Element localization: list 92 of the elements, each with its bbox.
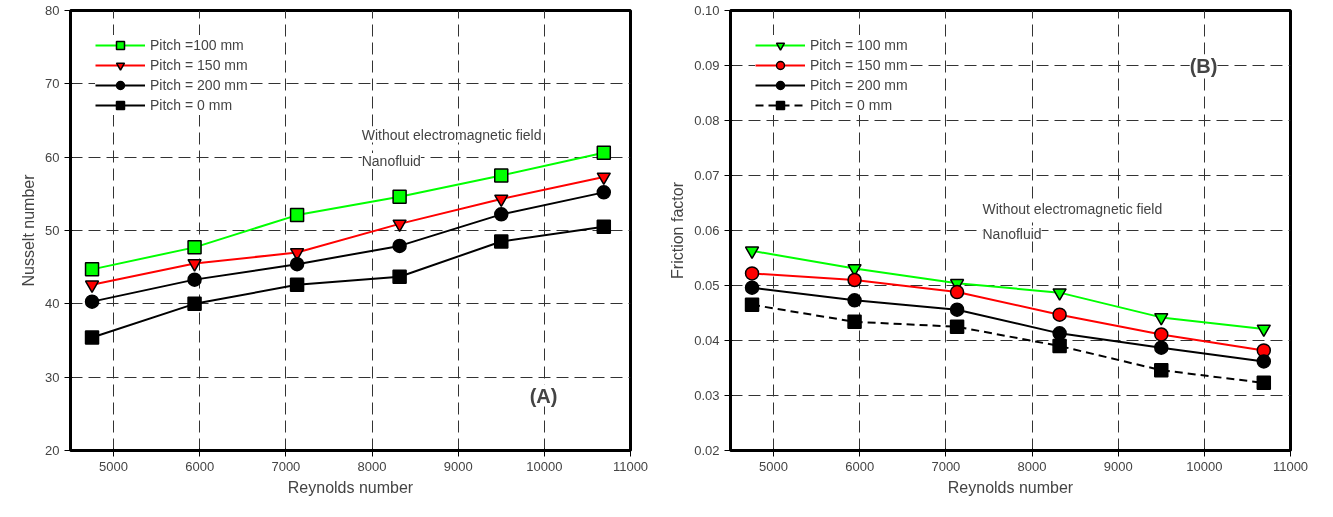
y-tick-label: 0.06 xyxy=(694,223,720,238)
point xyxy=(949,319,965,334)
point xyxy=(289,277,305,293)
point xyxy=(494,234,509,249)
point xyxy=(494,194,509,208)
point xyxy=(1052,307,1067,322)
point xyxy=(847,293,862,308)
x-tick-label: 8000 xyxy=(357,458,387,474)
y-tick-label: 0.03 xyxy=(694,388,720,403)
legend-label: Pitch = 150 mm xyxy=(810,57,908,73)
point xyxy=(84,280,100,294)
point xyxy=(1154,362,1169,378)
point xyxy=(847,314,862,330)
point xyxy=(392,269,407,284)
x-tick-label: 11000 xyxy=(612,458,649,474)
x-tick-label: 6000 xyxy=(845,458,875,474)
point xyxy=(84,294,100,309)
x-tick-label: 5000 xyxy=(759,458,789,474)
annotation: (B) xyxy=(1189,54,1218,77)
x-tick-label: 7000 xyxy=(271,458,301,474)
point xyxy=(392,238,407,254)
legend-label: Pitch = 150 mm xyxy=(150,57,248,73)
y-tick-label: 40 xyxy=(45,296,60,312)
legend-label: Pitch = 100 mm xyxy=(810,37,908,53)
point xyxy=(1256,375,1272,391)
y-tick-label: 0.05 xyxy=(694,278,720,293)
legend-label: Pitch =100 mm xyxy=(150,37,244,53)
legend-label: Pitch = 200 mm xyxy=(150,77,248,93)
point xyxy=(1154,327,1169,342)
point xyxy=(1052,288,1067,301)
point xyxy=(744,280,760,295)
x-tick-label: 7000 xyxy=(931,458,961,474)
legend-label: Pitch = 0 mm xyxy=(810,97,893,113)
x-tick-label: 6000 xyxy=(185,458,215,474)
point xyxy=(187,296,202,312)
point xyxy=(744,297,760,312)
y-axis-title: Friction factor xyxy=(669,181,687,279)
y-tick-label: 80 xyxy=(45,3,60,18)
x-tick-label: 5000 xyxy=(99,458,129,474)
annotation: Nanofluid xyxy=(361,152,421,169)
point xyxy=(187,240,202,255)
y-tick-label: 30 xyxy=(45,369,60,385)
point xyxy=(744,246,760,260)
y-tick-label: 0.10 xyxy=(694,3,720,18)
annotation: Without electromagnetic field xyxy=(361,126,542,143)
x-tick-label: 10000 xyxy=(526,458,563,474)
point xyxy=(1154,340,1169,355)
x-tick-label: 8000 xyxy=(1017,458,1047,474)
point xyxy=(1052,326,1067,341)
point xyxy=(1256,324,1272,338)
point xyxy=(392,189,407,205)
annotation: Nanofluid xyxy=(982,225,1042,242)
point xyxy=(596,185,612,200)
point xyxy=(187,259,202,272)
y-tick-label: 0.02 xyxy=(694,443,720,458)
y-tick-label: 0.09 xyxy=(694,58,720,73)
point xyxy=(494,207,509,222)
y-tick-label: 20 xyxy=(45,443,60,458)
x-tick-label: 11000 xyxy=(1272,458,1309,474)
point xyxy=(1052,338,1067,354)
y-tick-label: 0.07 xyxy=(694,168,720,183)
legend-label: Pitch = 200 mm xyxy=(810,77,908,93)
point xyxy=(744,266,760,281)
x-tick-label: 9000 xyxy=(1103,458,1133,474)
x-axis-title: Reynolds number xyxy=(287,478,414,496)
point xyxy=(494,168,509,183)
point xyxy=(289,207,305,223)
y-tick-label: 50 xyxy=(45,223,60,238)
x-tick-label: 10000 xyxy=(1186,458,1223,474)
point xyxy=(847,272,862,288)
y-tick-label: 60 xyxy=(45,149,60,165)
y-tick-label: 0.08 xyxy=(694,113,720,128)
annotation: Without electromagnetic field xyxy=(982,201,1163,218)
point xyxy=(949,284,965,300)
y-tick-label: 0.04 xyxy=(694,333,720,348)
y-tick-label: 70 xyxy=(45,76,60,92)
x-tick-label: 9000 xyxy=(443,458,473,474)
point xyxy=(84,330,100,345)
point xyxy=(949,302,965,317)
point xyxy=(596,172,612,186)
annotation: (A) xyxy=(529,384,558,407)
point xyxy=(1256,354,1272,369)
point xyxy=(596,219,612,235)
point xyxy=(596,145,612,161)
point xyxy=(1154,312,1169,326)
point xyxy=(84,262,100,277)
point xyxy=(289,257,305,272)
x-axis-title: Reynolds number xyxy=(947,478,1074,496)
point xyxy=(187,272,202,287)
legend-label: Pitch = 0 mm xyxy=(150,97,233,113)
y-axis-title: Nusselt number xyxy=(20,173,38,287)
point xyxy=(392,219,407,233)
